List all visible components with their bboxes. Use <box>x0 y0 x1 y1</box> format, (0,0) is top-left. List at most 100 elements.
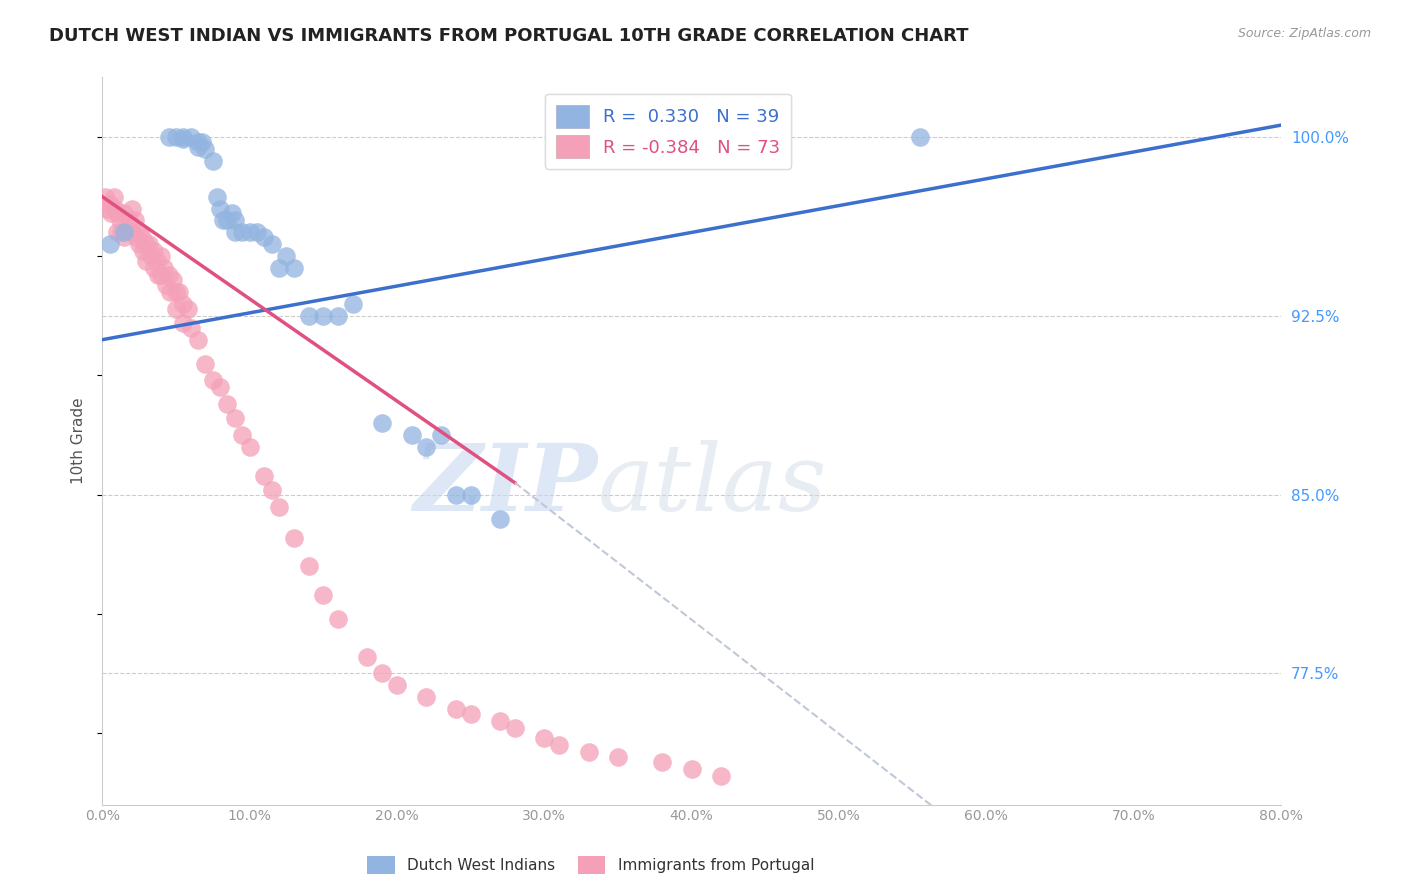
Point <box>135 237 157 252</box>
Text: atlas: atlas <box>598 440 827 530</box>
Point <box>104 202 127 216</box>
Point <box>371 416 394 430</box>
Point <box>139 249 162 263</box>
Point <box>159 285 181 299</box>
Point <box>548 738 571 752</box>
Point <box>489 714 512 728</box>
Point <box>415 440 437 454</box>
Point <box>217 397 239 411</box>
Point <box>205 189 228 203</box>
Point <box>125 230 148 244</box>
Point <box>194 357 217 371</box>
Point <box>172 132 194 146</box>
Point <box>157 268 180 283</box>
Text: Source: ZipAtlas.com: Source: ZipAtlas.com <box>1237 27 1371 40</box>
Point <box>132 244 155 259</box>
Point <box>342 297 364 311</box>
Point <box>283 261 305 276</box>
Text: ZIP: ZIP <box>413 440 598 530</box>
Point <box>312 588 335 602</box>
Point <box>145 254 167 268</box>
Point <box>209 380 232 394</box>
Point <box>356 649 378 664</box>
Point <box>172 130 194 145</box>
Point <box>167 285 190 299</box>
Point <box>194 142 217 156</box>
Point <box>155 277 177 292</box>
Point <box>108 213 131 227</box>
Point <box>239 440 262 454</box>
Point <box>212 213 235 227</box>
Point <box>283 531 305 545</box>
Point <box>489 511 512 525</box>
Point <box>607 750 630 764</box>
Point <box>150 249 173 263</box>
Legend: Dutch West Indians, Immigrants from Portugal: Dutch West Indians, Immigrants from Port… <box>361 850 820 880</box>
Point <box>224 226 246 240</box>
Point <box>150 268 173 283</box>
Point <box>142 261 165 276</box>
Point <box>221 206 243 220</box>
Point <box>209 202 232 216</box>
Point <box>165 285 187 299</box>
Point <box>148 268 170 283</box>
Y-axis label: 10th Grade: 10th Grade <box>72 398 86 484</box>
Point <box>385 678 408 692</box>
Point <box>118 213 141 227</box>
Point <box>162 273 184 287</box>
Point <box>253 230 276 244</box>
Point <box>191 135 214 149</box>
Point <box>176 301 198 316</box>
Point <box>187 333 209 347</box>
Point <box>578 745 600 759</box>
Point <box>157 130 180 145</box>
Point <box>105 226 128 240</box>
Point <box>172 316 194 330</box>
Point <box>96 202 118 216</box>
Point <box>260 237 283 252</box>
Point <box>710 769 733 783</box>
Point <box>172 297 194 311</box>
Point <box>128 237 150 252</box>
Point <box>371 666 394 681</box>
Point <box>128 226 150 240</box>
Point <box>246 226 269 240</box>
Point <box>103 189 125 203</box>
Point <box>201 153 224 168</box>
Point <box>681 762 703 776</box>
Text: DUTCH WEST INDIAN VS IMMIGRANTS FROM PORTUGAL 10TH GRADE CORRELATION CHART: DUTCH WEST INDIAN VS IMMIGRANTS FROM POR… <box>49 27 969 45</box>
Point <box>503 722 526 736</box>
Point <box>180 320 202 334</box>
Point <box>138 237 160 252</box>
Point <box>444 702 467 716</box>
Point <box>180 130 202 145</box>
Point <box>100 206 122 220</box>
Point <box>187 135 209 149</box>
Point <box>326 309 349 323</box>
Point <box>908 130 931 145</box>
Point <box>415 690 437 705</box>
Point <box>297 559 319 574</box>
Point <box>131 230 153 244</box>
Point <box>224 213 246 227</box>
Point <box>267 500 290 514</box>
Point <box>260 483 283 497</box>
Point <box>98 196 121 211</box>
Point <box>297 309 319 323</box>
Point <box>430 428 453 442</box>
Point <box>135 254 157 268</box>
Point <box>460 488 482 502</box>
Point <box>187 139 209 153</box>
Point <box>460 706 482 721</box>
Point <box>142 244 165 259</box>
Point <box>201 373 224 387</box>
Point <box>239 226 262 240</box>
Point <box>217 213 239 227</box>
Point <box>533 731 555 745</box>
Point <box>121 226 143 240</box>
Point <box>94 189 117 203</box>
Point <box>253 468 276 483</box>
Point <box>165 301 187 316</box>
Point <box>110 226 132 240</box>
Point <box>112 230 135 244</box>
